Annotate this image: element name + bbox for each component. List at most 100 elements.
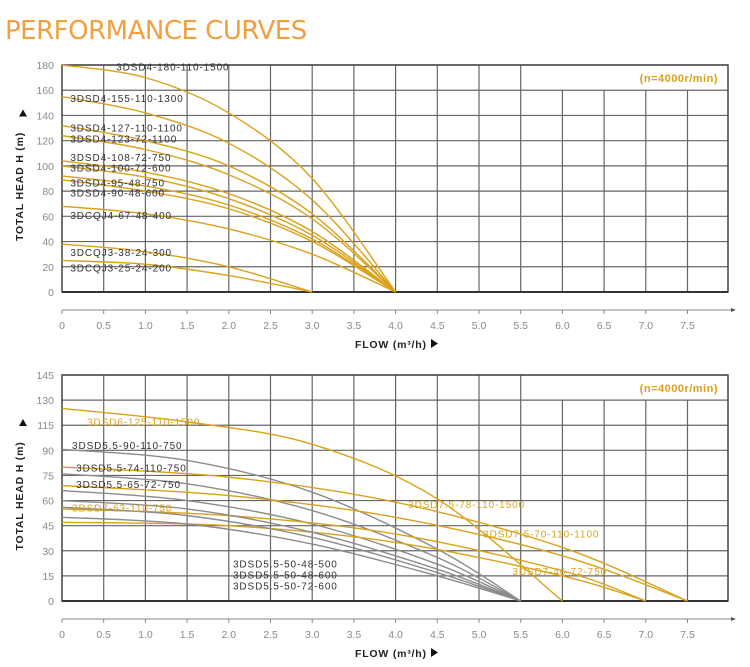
x-axis-end-arrow-icon (731, 617, 736, 621)
y-tick-label: 0 (48, 596, 54, 608)
x-tick-label: 5.0 (472, 320, 487, 332)
speed-annotation: (n=4000r/min) (640, 73, 718, 85)
x-tick-label: 5.0 (472, 629, 487, 641)
curve-3dcqj3-25-24-200 (61, 259, 313, 293)
y-axis-arrow-icon (19, 109, 27, 117)
y-tick-label: 20 (42, 262, 54, 274)
curve-3dsd4-180-110-1500 (61, 64, 397, 293)
y-tick-label: 145 (36, 370, 54, 382)
x-tick-label: 1.5 (180, 629, 195, 641)
curve-3dsd5-5-74-110-750 (61, 473, 522, 602)
y-tick-label: 120 (36, 136, 54, 148)
y-tick-label: 75 (42, 470, 54, 482)
x-tick-label: 1.0 (138, 629, 153, 641)
curve-label: 3DCQJ3-38-24-300 (70, 248, 172, 259)
x-tick-label: 0.5 (96, 629, 111, 641)
y-tick-label: 60 (42, 496, 54, 508)
y-tick-label: 100 (36, 161, 54, 173)
curve-3dsd7-46-72-750 (61, 521, 647, 602)
page-title: PERFORMANCE CURVES (5, 16, 307, 46)
curve-label: 3DSD5.5-50-72-600 (233, 581, 338, 592)
x-axis-title: FLOW (m³/h) (355, 339, 427, 351)
curve-label: 3DSD4-127-110-1100 (70, 124, 183, 135)
y-tick-label: 30 (42, 546, 54, 558)
y-tick-label: 160 (36, 85, 54, 97)
curve-label: 3DSD4-155-110-1300 (70, 94, 183, 105)
y-axis-title: TOTAL HEAD H (m) (14, 441, 26, 550)
x-tick-label: 2.0 (221, 320, 236, 332)
x-tick-label: 5.5 (513, 629, 528, 641)
curve-3dsd7-5-70-110-1100 (61, 484, 688, 602)
y-tick-label: 90 (42, 445, 54, 457)
curve-label: 3DSD7.5-70-110-1100 (483, 530, 599, 541)
curve-labels: 3DSD4-180-110-1500 3DSD4-155-110-1300 3DSD… (70, 62, 229, 275)
y-tick-label: 140 (36, 110, 54, 122)
x-tick-label: 3.0 (305, 629, 320, 641)
curve-3dsd7-63-110-750 (61, 508, 647, 602)
y-tick-label: 40 (42, 237, 54, 249)
y-tick-label: 80 (42, 186, 54, 198)
y-tick-label: 0 (48, 287, 54, 299)
y-axis-title: TOTAL HEAD H (m) (14, 132, 26, 241)
curve-3dsd5-5-65-72-750 (61, 489, 521, 602)
curve-3dsd5-5-90-110-750 (61, 448, 522, 602)
x-tick-label: 6.0 (555, 320, 570, 332)
curve-label: 3DSD5.5-90-110-750 (72, 441, 183, 452)
x-tick-label: 6.0 (555, 629, 570, 641)
x-axis-arrow-icon (431, 339, 438, 348)
x-tick-label: 6.5 (597, 629, 612, 641)
curve-3dsd4-108-72-750 (61, 160, 397, 293)
curve-3dcqj4-67-48-400 (61, 205, 396, 293)
chart-bottom: (n=4000r/min) 0 15 30 45 60 75 90 115 130 145 TOTAL… (14, 370, 736, 660)
y-tick-label: 180 (36, 60, 54, 72)
x-tick-label: 1.5 (180, 320, 195, 332)
curve-label: 3DSD7-46-72-750 (512, 567, 607, 578)
chart-top: (n=4000r/min) 0 20 40 60 80 100 120 140 160 180 TOT… (14, 60, 736, 351)
x-tick-label: 3.5 (347, 629, 362, 641)
curve-label: 3DSD4-108-72-750 (70, 153, 171, 164)
curve-label: 3DSD4-90-48-600 (70, 189, 165, 200)
x-tick-label: 2.5 (263, 320, 278, 332)
curve-3dsd4-90-48-600 (61, 179, 396, 293)
curve-label: 3DSD7-63-110-750 (72, 504, 172, 515)
curve-3dsd7-5-78-110-1500 (61, 466, 688, 602)
curve-label: 3DCQJ4-67-48-400 (70, 211, 172, 222)
y-tick-label: 45 (42, 521, 54, 533)
curve-label: 3DSD6-125-110-1500 (87, 417, 200, 428)
curve-label: 3DSD4-95-48-750 (70, 178, 165, 189)
curve-label: 3DSD5.5-50-48-600 (233, 571, 338, 582)
x-tick-label: 7.5 (680, 320, 695, 332)
x-tick-label: 7.0 (638, 320, 653, 332)
x-axis-end-arrow-icon (731, 308, 736, 312)
x-tick-label: 3.0 (305, 320, 320, 332)
curve-3dcqj3-38-24-300 (61, 243, 313, 293)
curve-label: 3DSD7.5-78-110-1500 (408, 500, 525, 511)
y-tick-label: 115 (37, 420, 54, 432)
x-axis-arrow-icon (431, 648, 438, 657)
x-tick-label: 6.5 (597, 320, 612, 332)
x-tick-label: 3.5 (347, 320, 362, 332)
speed-annotation: (n=4000r/min) (640, 383, 718, 395)
x-tick-label: 1.0 (138, 320, 153, 332)
x-tick-label: 4.0 (388, 629, 403, 641)
y-tick-label: 15 (42, 571, 54, 583)
x-tick-label: 5.5 (513, 320, 528, 332)
curve-3dsd4-95-48-750 (61, 175, 396, 293)
x-tick-label: 2.0 (221, 629, 236, 641)
x-tick-label: 4.5 (430, 629, 445, 641)
grid (61, 374, 729, 602)
curve-label: 3DSD5.5-50-48-500 (233, 560, 338, 571)
curve-label: 3DSD4-180-110-1500 (116, 62, 229, 73)
curve-labels: 3DSD6-125-110-1500 3DSD5.5-90-110-750 3DSD… (72, 417, 607, 592)
x-tick-label: 7.5 (680, 629, 695, 641)
curve-label: 3DSD5.5-65-72-750 (76, 480, 181, 491)
curve-label: 3DSD4-123-72-1100 (70, 134, 177, 145)
curve-3dsd4-123-72-1100 (61, 134, 397, 293)
curve-3dsd4-100-72-600 (61, 165, 396, 293)
x-tick-label: 4.5 (430, 320, 445, 332)
x-tick-label: 0 (59, 320, 65, 332)
y-axis-arrow-icon (19, 419, 27, 426)
curve-label: 3DCQJ3-25-24-200 (70, 264, 172, 275)
curve-3dsd4-127-110-1100 (61, 124, 397, 293)
curve-label: 3DSD4-100-72-600 (70, 163, 171, 174)
